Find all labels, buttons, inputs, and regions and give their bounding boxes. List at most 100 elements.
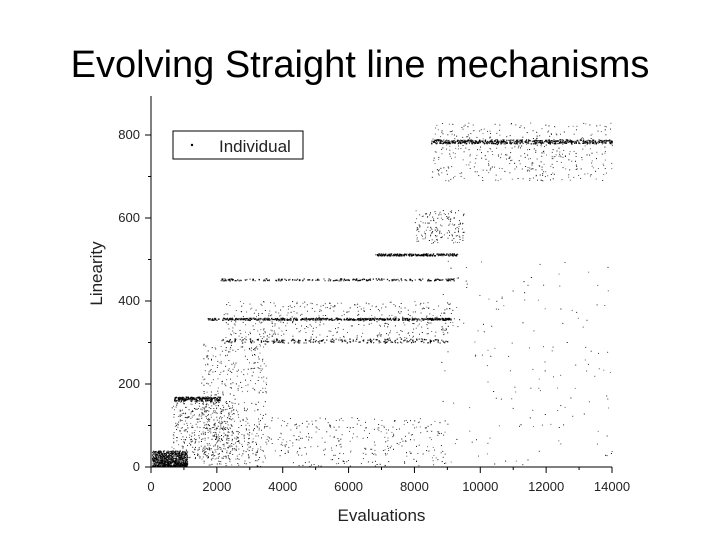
data-point [521, 140, 523, 143]
data-point [202, 402, 204, 404]
data-point [386, 323, 388, 324]
data-point [511, 178, 513, 180]
data-point [370, 341, 372, 344]
data-point [413, 323, 415, 325]
data-point [299, 447, 300, 449]
data-point [164, 464, 166, 465]
data-point [337, 317, 339, 319]
data-point [450, 254, 452, 256]
data-point [468, 149, 470, 151]
data-point [186, 422, 188, 424]
data-point [160, 458, 162, 460]
data-point [488, 172, 490, 174]
data-point [191, 410, 193, 412]
data-point [254, 367, 256, 369]
data-point [375, 306, 377, 308]
data-point [240, 333, 242, 335]
data-point [436, 169, 438, 171]
data-point [383, 426, 385, 428]
data-point [441, 130, 443, 132]
data-point [228, 439, 230, 441]
data-point [178, 460, 180, 462]
data-point [412, 341, 415, 343]
data-point [342, 420, 344, 422]
data-point [248, 334, 249, 336]
data-point [252, 438, 254, 440]
data-point [277, 333, 279, 335]
data-point [423, 308, 425, 310]
data-point [219, 408, 221, 410]
data-point [455, 254, 458, 256]
data-point [185, 463, 187, 465]
data-point [384, 338, 386, 340]
data-point [188, 416, 190, 418]
data-point [213, 445, 214, 447]
data-point [153, 450, 155, 452]
data-point [548, 139, 550, 141]
data-point [183, 461, 185, 463]
data-point [207, 355, 209, 357]
data-point [201, 409, 203, 411]
data-point [258, 368, 260, 370]
data-point [297, 341, 299, 343]
data-point [574, 140, 576, 142]
data-point [427, 317, 429, 320]
data-point [208, 453, 210, 455]
data-point [495, 139, 497, 141]
data-point [349, 338, 351, 340]
data-point [389, 318, 391, 320]
data-point [172, 461, 174, 463]
data-point [462, 159, 464, 161]
data-point [464, 141, 466, 143]
data-point [517, 141, 519, 143]
data-point [448, 139, 450, 142]
data-point [177, 415, 179, 417]
data-point [235, 280, 237, 282]
data-point [172, 455, 174, 457]
data-point [505, 141, 508, 143]
data-point [212, 402, 214, 404]
data-point [514, 143, 517, 145]
data-point [225, 465, 227, 467]
data-point [160, 452, 162, 454]
data-point [179, 430, 180, 432]
data-point [219, 412, 221, 414]
data-point [419, 254, 421, 256]
data-point [454, 138, 456, 140]
data-point [214, 431, 216, 433]
data-point [435, 457, 437, 459]
data-point [598, 140, 600, 142]
data-point [162, 460, 164, 462]
data-point [237, 458, 239, 460]
data-point [343, 336, 345, 338]
data-point [245, 424, 247, 426]
data-point [254, 383, 256, 385]
data-point [251, 307, 253, 309]
data-point [186, 424, 188, 426]
data-point [493, 142, 495, 145]
data-point [299, 305, 301, 307]
data-point [157, 465, 159, 467]
data-point [281, 341, 283, 343]
data-point [284, 318, 286, 320]
data-point [234, 437, 236, 439]
data-point [437, 317, 439, 320]
data-point [164, 465, 166, 467]
data-point [582, 142, 584, 144]
data-point [515, 142, 517, 145]
data-point [509, 135, 511, 137]
data-point [237, 389, 239, 391]
data-point [205, 454, 207, 456]
data-point [256, 426, 258, 428]
data-point [423, 338, 426, 341]
data-point [219, 362, 221, 364]
data-point [611, 145, 613, 147]
data-point [297, 342, 300, 344]
data-point [223, 427, 225, 429]
data-point [174, 461, 176, 463]
data-point [181, 455, 183, 457]
data-point [479, 130, 481, 132]
data-point [255, 347, 256, 349]
data-point [316, 318, 319, 320]
data-point [252, 448, 254, 449]
